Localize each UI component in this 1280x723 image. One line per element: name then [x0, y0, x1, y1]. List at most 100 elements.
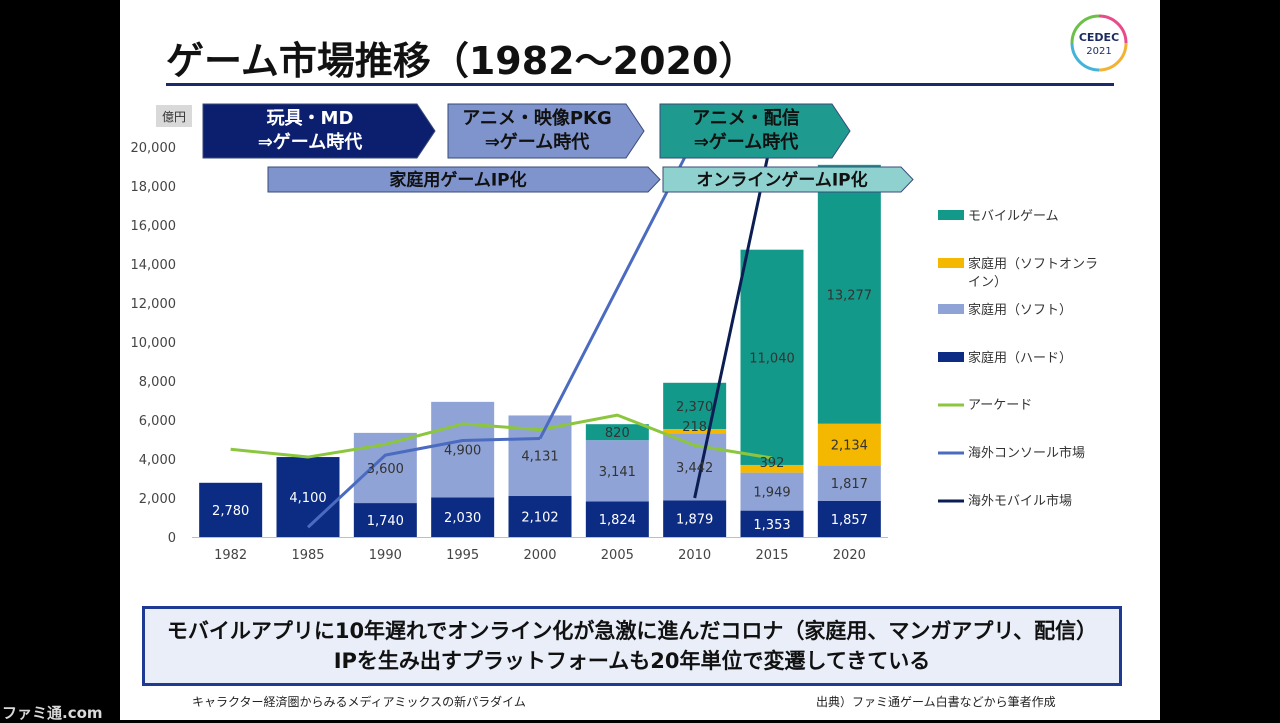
bar-segment [817, 164, 881, 424]
bar-value-label: 1,824 [599, 513, 636, 528]
era-banner-arrow [659, 103, 851, 159]
x-tick-label: 2020 [833, 548, 866, 563]
era-banner-text: 家庭用ゲームIP化 [389, 170, 526, 191]
x-tick-label: 2005 [601, 548, 634, 563]
era-banner-arrow [447, 103, 645, 159]
legend-label-cont: イン） [968, 275, 1007, 290]
market-chart: 2,780 4,100 1,740 2,030 2,102 1,824 1,879 1,353… [131, 103, 1098, 563]
bar-segment [740, 472, 804, 511]
bar-segment [740, 510, 804, 537]
y-tick-label: 18,000 [131, 180, 177, 195]
bar-segment [663, 500, 727, 537]
bar-value-label: 13,277 [827, 288, 873, 303]
lines [230, 154, 773, 529]
logo-text-2: 2021 [1086, 46, 1111, 57]
y-tick-label: 4,000 [139, 453, 176, 468]
bar-value-label: 3,600 [367, 462, 404, 477]
axes: 億円 0 2,000 4,000 6,000 8,000 10,000 12,000 14,00… [131, 105, 866, 563]
legend-label: 家庭用（ソフトオンラ [968, 256, 1098, 272]
console-trend-continuation [538, 154, 688, 440]
bar-segment [508, 496, 572, 537]
era-banner-text: アニメ・配信 [692, 107, 800, 129]
bar-value-label: 4,100 [289, 491, 326, 506]
bar-value-label: 3,141 [599, 465, 636, 480]
bar-value-label: 3,442 [676, 461, 713, 476]
slide-title: ゲーム市場推移（1982～2020） [166, 39, 757, 83]
era-banner-arrow [662, 166, 914, 193]
series-line [230, 413, 773, 460]
era-banner-text: ⇒ゲーム時代 [694, 131, 799, 153]
bar-segment [817, 500, 881, 537]
bar-value-label: 2,102 [521, 511, 558, 526]
y-tick-label: 10,000 [131, 336, 177, 351]
bar-segment [276, 457, 340, 537]
x-tick-label: 2000 [523, 548, 556, 563]
unit-label: 億円 [162, 110, 186, 124]
bar-value-label: 2,134 [831, 439, 868, 454]
bar-value-label: 1,353 [753, 518, 790, 533]
x-tick-label: 2010 [678, 548, 711, 563]
legend-label: 家庭用（ソフト） [968, 302, 1072, 318]
footer-left: キャラクター経済圏からみるメディアミックスの新パラダイム [192, 695, 526, 709]
y-tick-label: 0 [168, 531, 176, 546]
series-line [306, 437, 541, 529]
legend-swatch [938, 304, 964, 314]
bar-segment [585, 424, 649, 441]
legend-swatch [938, 352, 964, 362]
bar-value-label: 1,740 [367, 514, 404, 529]
callout-box: モバイルアプリに10年遅れでオンライン化が急激に進んだコロナ（家庭用、マンガアプ… [142, 606, 1122, 686]
era-banner-text: 玩具・MD [267, 108, 354, 129]
bar-value-label: 4,900 [444, 444, 481, 459]
cedec-logo: CEDEC 2021 [1070, 14, 1128, 72]
bar-segment [740, 464, 804, 473]
bar-segment [817, 465, 881, 501]
bar-value-label: 1,817 [831, 477, 868, 492]
bar-value-label: 218 [682, 420, 707, 435]
x-tick-label: 1982 [214, 548, 247, 563]
mobile-trend-line [693, 154, 770, 499]
era-banner-arrow [202, 103, 436, 159]
slide: ゲーム市場推移（1982～2020） CEDEC 2021 2,780 4,100… [120, 0, 1160, 720]
bar-value-label: 4,131 [521, 450, 558, 465]
y-tick-label: 2,000 [139, 492, 176, 507]
bar-value-label: 392 [760, 456, 785, 471]
bar-value-label: 1,949 [753, 486, 790, 501]
bar-segment [431, 401, 495, 498]
legend-label: 家庭用（ハード） [968, 350, 1072, 366]
title-underline [166, 83, 1114, 86]
y-tick-label: 6,000 [139, 414, 176, 429]
footer-source: 出典）ファミ通ゲーム白書などから筆者作成 [816, 695, 1056, 709]
bars [199, 164, 881, 537]
era-banners: 玩具・MD⇒ゲーム時代アニメ・映像PKG⇒ゲーム時代アニメ・配信⇒ゲーム時代家庭… [202, 103, 914, 193]
data-labels: 2,780 4,100 1,740 2,030 2,102 1,824 1,879 1,353… [212, 288, 872, 533]
y-tick-label: 8,000 [139, 375, 176, 390]
bar-value-label: 11,040 [749, 351, 795, 366]
bar-value-label: 2,030 [444, 511, 481, 526]
callout-line-2: IPを生み出すプラットフォームも20年単位で変遷してきている [333, 649, 931, 673]
bar-value-label: 1,879 [676, 513, 713, 528]
bar-segment [585, 501, 649, 537]
legend-swatch [938, 258, 964, 268]
bar-segment [353, 503, 417, 537]
legend-label: アーケード [968, 398, 1032, 413]
legend-label: 海外モバイル市場 [968, 493, 1072, 509]
bar-segment [817, 423, 881, 466]
bar-segment [740, 249, 804, 465]
y-tick-label: 14,000 [131, 258, 177, 273]
era-banner-text: ⇒ゲーム時代 [258, 131, 363, 153]
bar-value-label: 1,857 [831, 513, 868, 528]
logo-text-1: CEDEC [1079, 31, 1119, 44]
bar-value-label: 820 [605, 426, 630, 441]
unit-box [156, 105, 192, 127]
callout-line-1: モバイルアプリに10年遅れでオンライン化が急激に進んだコロナ（家庭用、マンガアプ… [166, 619, 1098, 643]
y-tick-label: 12,000 [131, 297, 177, 312]
x-tick-label: 1995 [446, 548, 479, 563]
x-tick-label: 1990 [369, 548, 402, 563]
y-tick-label: 16,000 [131, 219, 177, 234]
y-tick-label: 20,000 [131, 141, 177, 156]
bar-segment [431, 497, 495, 537]
bar-value-label: 2,370 [676, 400, 713, 415]
legend-label: モバイルゲーム [968, 209, 1059, 224]
bar-segment [585, 440, 649, 502]
